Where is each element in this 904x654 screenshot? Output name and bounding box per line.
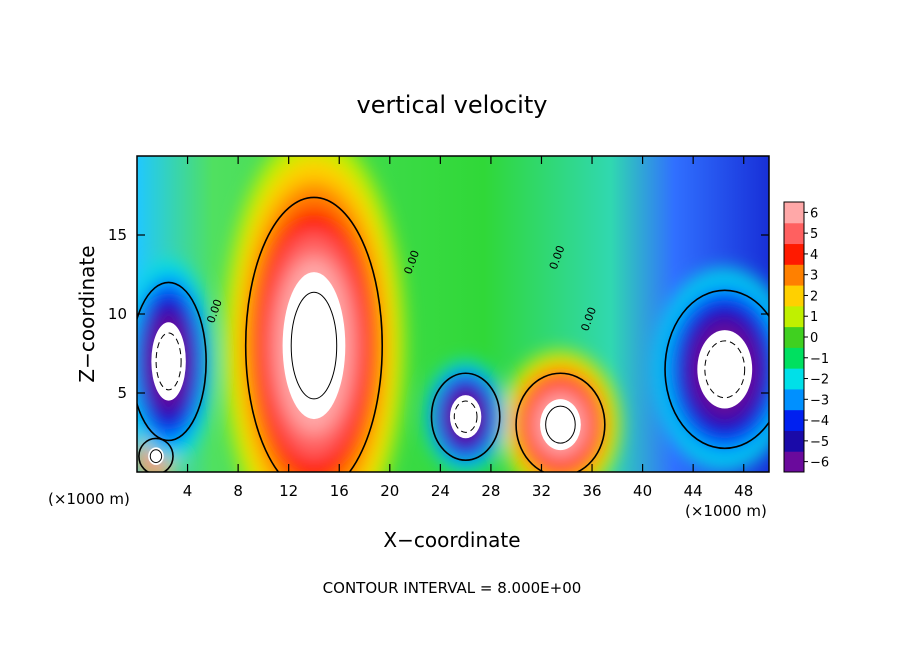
- colorbar-label-8: −2: [810, 373, 829, 388]
- colorbar-swatch-3: [784, 388, 804, 411]
- colorbar-swatch-4: [784, 368, 804, 390]
- x-tick-label-8: 36: [582, 482, 601, 500]
- colorbar-swatch-1: [784, 430, 804, 452]
- colorbar-swatch-11: [784, 222, 804, 245]
- colorbar-label-5: 1: [810, 310, 818, 325]
- zero-contour-2: [138, 437, 174, 472]
- colorbar-swatch-9: [784, 264, 804, 286]
- colorbar-label-1: 5: [810, 227, 818, 242]
- colorbar-swatch-0: [784, 451, 804, 473]
- x-tick-label-9: 40: [633, 482, 652, 500]
- colorbar-swatch-5: [784, 347, 804, 369]
- y-tick-label-1: 10: [108, 305, 127, 323]
- zero-contour-5: [664, 289, 769, 450]
- field-updraft-0-core: [282, 272, 346, 420]
- x-unit-right: (×1000 m): [685, 502, 767, 520]
- zero-contour-4: [430, 372, 501, 461]
- colorbar-swatch-2: [784, 409, 804, 431]
- contour-updraft-2: [149, 449, 163, 464]
- colorbar-label-10: −4: [810, 414, 829, 429]
- x-tick-label-6: 28: [481, 482, 500, 500]
- colorbar-swatch-10: [784, 243, 804, 265]
- x-tick-label-5: 24: [431, 482, 450, 500]
- colorbar-label-0: 6: [810, 206, 818, 221]
- x-tick-label-2: 12: [279, 482, 298, 500]
- colorbar-label-12: −6: [810, 456, 829, 471]
- x-tick-label-11: 48: [734, 482, 753, 500]
- contour-updraft-1: [545, 405, 576, 444]
- zero-contour-1: [515, 372, 606, 472]
- colorbar-label-9: −3: [810, 393, 829, 408]
- colorbar-label-7: −1: [810, 352, 829, 367]
- colorbar-label-11: −5: [810, 435, 829, 450]
- x-tick-label-7: 32: [532, 482, 551, 500]
- x-unit-left: (×1000 m): [48, 490, 130, 508]
- contour-downdraft-3: [155, 332, 182, 391]
- x-tick-label-4: 20: [380, 482, 399, 500]
- field-updraft-1-core: [540, 399, 581, 451]
- zero-contour-0: [244, 196, 383, 472]
- field-downdraft-5-core: [697, 330, 753, 409]
- colorbar-label-2: 4: [810, 248, 818, 263]
- contour-downdraft-4: [453, 400, 478, 433]
- colorbar-label-4: 2: [810, 289, 818, 304]
- x-axis-label: X−coordinate: [383, 528, 520, 552]
- colorbar-label-6: 0: [810, 331, 818, 346]
- colorbar-swatch-12: [784, 202, 804, 224]
- y-tick-label-2: 15: [108, 226, 127, 244]
- x-tick-label-10: 44: [684, 482, 703, 500]
- contour-interval-annotation: CONTOUR INTERVAL = 8.000E+00: [323, 579, 582, 597]
- contour-downdraft-5: [704, 340, 746, 399]
- y-axis-label: Z−coordinate: [75, 245, 99, 382]
- x-tick-label-0: 4: [183, 482, 193, 500]
- x-tick-label-3: 16: [330, 482, 349, 500]
- contour-updraft-0: [290, 291, 338, 400]
- colorbar-swatch-6: [784, 326, 804, 348]
- colorbar-swatch-8: [784, 285, 804, 307]
- colorbar-label-3: 3: [810, 269, 818, 284]
- x-tick-label-1: 8: [233, 482, 243, 500]
- chart-title: vertical velocity: [357, 91, 548, 119]
- colorbar-swatch-7: [784, 305, 804, 328]
- zero-contour-3: [137, 281, 207, 442]
- y-tick-label-0: 5: [117, 384, 127, 402]
